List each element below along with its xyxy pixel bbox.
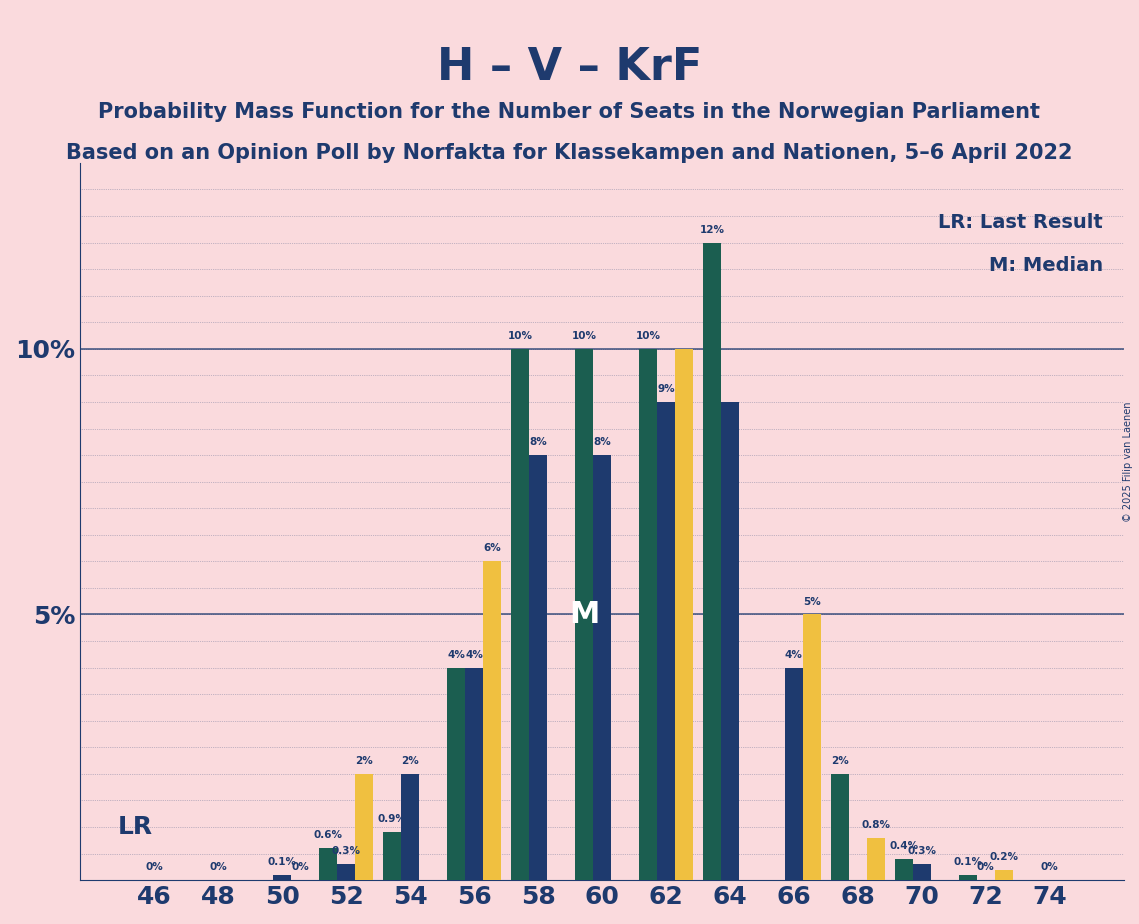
Text: M: M bbox=[568, 600, 599, 629]
Bar bbox=[785, 668, 803, 881]
Text: 0.2%: 0.2% bbox=[989, 852, 1018, 861]
Bar bbox=[912, 864, 931, 881]
Text: 0.1%: 0.1% bbox=[268, 857, 296, 867]
Bar bbox=[575, 348, 593, 881]
Text: 0.3%: 0.3% bbox=[331, 846, 361, 857]
Text: H – V – KrF: H – V – KrF bbox=[437, 46, 702, 90]
Text: 4%: 4% bbox=[465, 650, 483, 660]
Text: 8%: 8% bbox=[530, 437, 547, 447]
Bar bbox=[703, 242, 721, 881]
Bar bbox=[895, 859, 912, 881]
Text: 5%: 5% bbox=[803, 597, 820, 606]
Bar bbox=[657, 402, 674, 881]
Text: 0.8%: 0.8% bbox=[861, 820, 891, 830]
Text: © 2025 Filip van Laenen: © 2025 Filip van Laenen bbox=[1123, 402, 1133, 522]
Text: 4%: 4% bbox=[448, 650, 465, 660]
Text: LR: LR bbox=[117, 815, 153, 839]
Text: 0.6%: 0.6% bbox=[313, 831, 343, 840]
Text: 0.9%: 0.9% bbox=[378, 814, 407, 824]
Bar bbox=[319, 848, 337, 881]
Bar bbox=[483, 562, 501, 881]
Text: 10%: 10% bbox=[508, 331, 533, 341]
Text: 6%: 6% bbox=[483, 543, 501, 553]
Text: 0.1%: 0.1% bbox=[953, 857, 982, 867]
Bar bbox=[465, 668, 483, 881]
Bar bbox=[994, 869, 1013, 881]
Text: 10%: 10% bbox=[636, 331, 661, 341]
Bar bbox=[511, 348, 528, 881]
Text: 0.4%: 0.4% bbox=[890, 841, 918, 851]
Bar bbox=[803, 614, 821, 881]
Text: 4%: 4% bbox=[785, 650, 803, 660]
Bar bbox=[674, 348, 693, 881]
Bar bbox=[831, 774, 849, 881]
Bar bbox=[528, 456, 547, 881]
Text: 0.3%: 0.3% bbox=[908, 846, 936, 857]
Text: 0%: 0% bbox=[1041, 862, 1058, 872]
Bar bbox=[867, 838, 885, 881]
Text: 9%: 9% bbox=[657, 384, 674, 394]
Text: Probability Mass Function for the Number of Seats in the Norwegian Parliament: Probability Mass Function for the Number… bbox=[98, 102, 1041, 122]
Text: 2%: 2% bbox=[355, 756, 372, 766]
Text: 0%: 0% bbox=[292, 862, 309, 872]
Text: 12%: 12% bbox=[699, 225, 724, 235]
Text: M: Median: M: Median bbox=[989, 256, 1103, 275]
Bar bbox=[959, 875, 977, 881]
Bar bbox=[448, 668, 465, 881]
Text: 0%: 0% bbox=[210, 862, 227, 872]
Text: LR: Last Result: LR: Last Result bbox=[939, 213, 1103, 232]
Bar bbox=[401, 774, 419, 881]
Bar bbox=[337, 864, 355, 881]
Text: 0%: 0% bbox=[146, 862, 163, 872]
Bar bbox=[639, 348, 657, 881]
Text: 8%: 8% bbox=[593, 437, 611, 447]
Bar bbox=[383, 833, 401, 881]
Text: 2%: 2% bbox=[401, 756, 419, 766]
Text: Based on an Opinion Poll by Norfakta for Klassekampen and Nationen, 5–6 April 20: Based on an Opinion Poll by Norfakta for… bbox=[66, 143, 1073, 164]
Bar bbox=[355, 774, 372, 881]
Bar bbox=[273, 875, 292, 881]
Text: 0%: 0% bbox=[977, 862, 994, 872]
Text: 2%: 2% bbox=[831, 756, 849, 766]
Text: 10%: 10% bbox=[572, 331, 597, 341]
Bar bbox=[593, 456, 611, 881]
Bar bbox=[721, 402, 739, 881]
